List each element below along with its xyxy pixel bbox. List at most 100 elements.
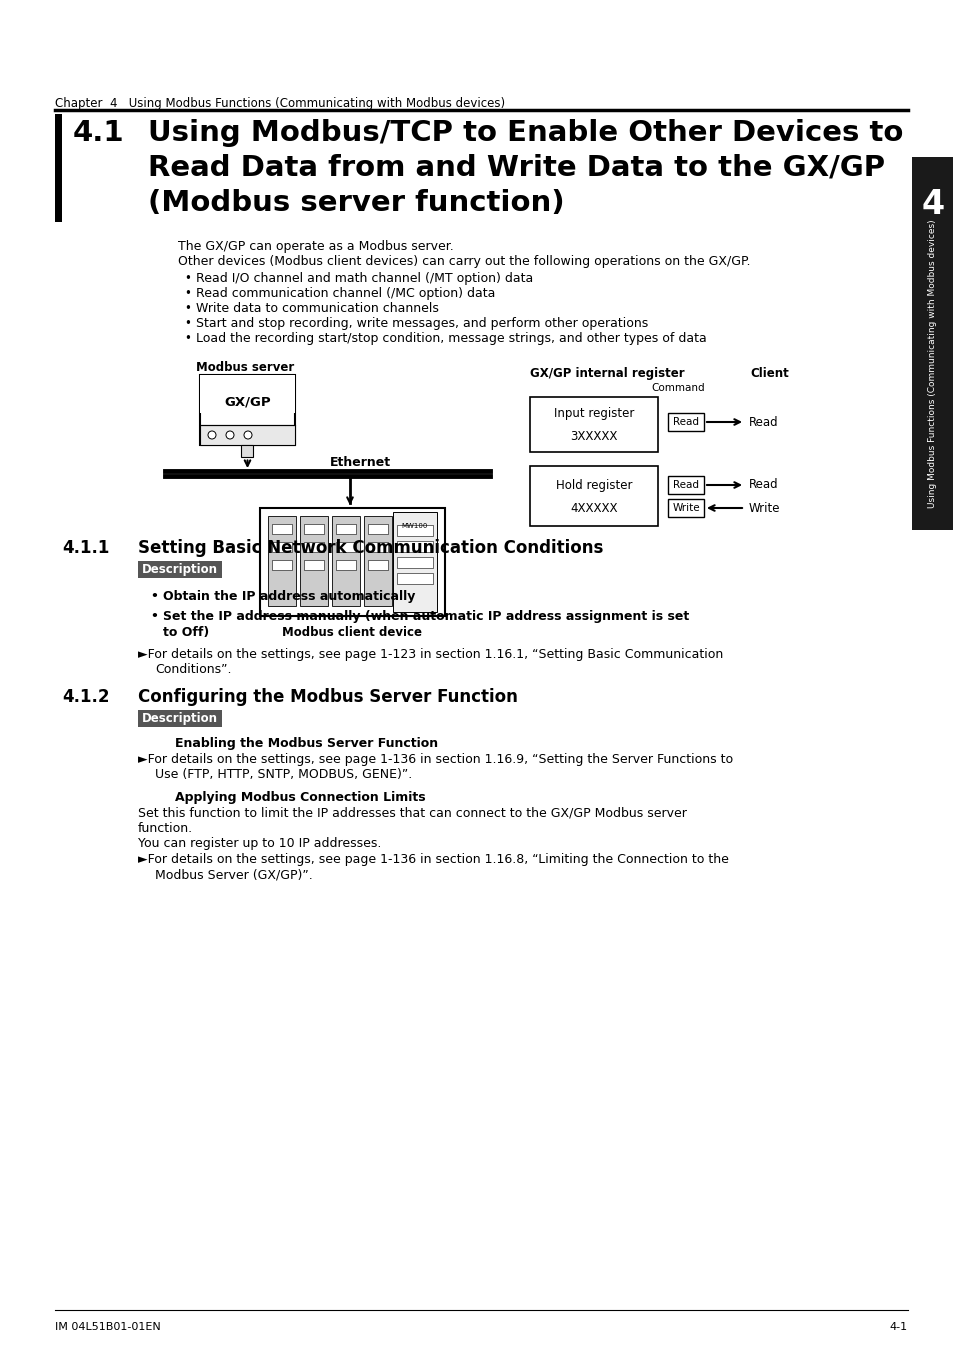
- Bar: [368, 541, 388, 552]
- Bar: [530, 466, 658, 526]
- Text: Set the IP address manually (when automatic IP address assignment is set: Set the IP address manually (when automa…: [163, 610, 688, 622]
- Text: ►For details on the settings, see page 1-123 in section 1.16.1, “Setting Basic C: ►For details on the settings, see page 1…: [138, 648, 722, 662]
- Text: Description: Description: [142, 563, 218, 576]
- Text: •: •: [184, 302, 191, 315]
- Bar: [667, 413, 703, 431]
- Bar: [55, 113, 62, 221]
- Bar: [138, 562, 222, 578]
- Text: Using Modbus/TCP to Enable Other Devices to: Using Modbus/TCP to Enable Other Devices…: [148, 119, 902, 147]
- Bar: [530, 397, 658, 452]
- Bar: [667, 477, 703, 494]
- Text: Hold register: Hold register: [556, 479, 632, 491]
- Bar: [667, 500, 703, 517]
- Text: ►For details on the settings, see page 1-136 in section 1.16.8, “Limiting the Co: ►For details on the settings, see page 1…: [138, 853, 728, 865]
- Text: Applying Modbus Connection Limits: Applying Modbus Connection Limits: [174, 791, 425, 805]
- Circle shape: [244, 431, 252, 439]
- Text: Modbus server: Modbus server: [195, 360, 294, 374]
- Text: 4.1.2: 4.1.2: [62, 688, 110, 706]
- Bar: [335, 524, 355, 535]
- Text: •: •: [184, 271, 191, 285]
- Text: Obtain the IP address automatically: Obtain the IP address automatically: [163, 590, 415, 603]
- Bar: [368, 524, 388, 535]
- Text: function.: function.: [138, 822, 193, 836]
- Circle shape: [208, 431, 215, 439]
- Text: Write: Write: [672, 504, 700, 513]
- Bar: [260, 508, 444, 616]
- Bar: [304, 541, 324, 552]
- Text: GX/GP internal register: GX/GP internal register: [530, 367, 684, 379]
- Text: 4.1.1: 4.1.1: [62, 539, 110, 558]
- Text: •: •: [184, 317, 191, 329]
- Bar: [304, 560, 324, 570]
- Text: 4-1: 4-1: [889, 1322, 907, 1332]
- Text: •: •: [150, 610, 157, 622]
- Text: Modbus Server (GX/GP)”.: Modbus Server (GX/GP)”.: [154, 868, 313, 882]
- Bar: [399, 524, 419, 535]
- Bar: [241, 446, 253, 458]
- Text: GX/GP: GX/GP: [224, 396, 271, 409]
- Text: Client: Client: [749, 367, 788, 379]
- Text: Command: Command: [651, 383, 704, 393]
- Text: Read communication channel (/MC option) data: Read communication channel (/MC option) …: [195, 288, 495, 300]
- Bar: [335, 560, 355, 570]
- Text: Ethernet: Ethernet: [329, 456, 390, 468]
- Text: 4: 4: [921, 189, 943, 221]
- Bar: [268, 516, 295, 606]
- Bar: [304, 524, 324, 535]
- Text: Input register: Input register: [554, 408, 634, 420]
- Text: Read: Read: [748, 416, 778, 428]
- Bar: [332, 516, 359, 606]
- Text: Modbus client device: Modbus client device: [282, 626, 422, 639]
- Bar: [200, 425, 294, 446]
- Text: Write data to communication channels: Write data to communication channels: [195, 302, 438, 315]
- Text: Read: Read: [672, 417, 699, 427]
- Text: Use (FTP, HTTP, SNTP, MODBUS, GENE)”.: Use (FTP, HTTP, SNTP, MODBUS, GENE)”.: [154, 768, 412, 782]
- Text: •: •: [150, 590, 157, 603]
- Text: •: •: [184, 288, 191, 300]
- Text: Enabling the Modbus Server Function: Enabling the Modbus Server Function: [174, 737, 437, 751]
- Bar: [396, 541, 433, 552]
- Text: ►For details on the settings, see page 1-136 in section 1.16.9, “Setting the Ser: ►For details on the settings, see page 1…: [138, 753, 732, 765]
- Bar: [335, 541, 355, 552]
- Text: •: •: [184, 332, 191, 346]
- Bar: [399, 560, 419, 570]
- Text: MW100: MW100: [401, 522, 428, 529]
- Text: Description: Description: [142, 711, 218, 725]
- Text: Start and stop recording, write messages, and perform other operations: Start and stop recording, write messages…: [195, 317, 648, 329]
- Text: Set this function to limit the IP addresses that can connect to the GX/GP Modbus: Set this function to limit the IP addres…: [138, 807, 686, 819]
- Bar: [200, 375, 294, 446]
- Bar: [272, 524, 292, 535]
- Bar: [393, 512, 436, 612]
- Bar: [272, 560, 292, 570]
- Text: IM 04L51B01-01EN: IM 04L51B01-01EN: [55, 1322, 161, 1332]
- Text: Read Data from and Write Data to the GX/GP: Read Data from and Write Data to the GX/…: [148, 154, 884, 182]
- Text: (Modbus server function): (Modbus server function): [148, 189, 564, 217]
- Text: 3XXXXX: 3XXXXX: [570, 431, 617, 444]
- Text: You can register up to 10 IP addresses.: You can register up to 10 IP addresses.: [138, 837, 381, 850]
- Text: Load the recording start/stop condition, message strings, and other types of dat: Load the recording start/stop condition,…: [195, 332, 706, 346]
- Text: Configuring the Modbus Server Function: Configuring the Modbus Server Function: [138, 688, 517, 706]
- Text: 4XXXXX: 4XXXXX: [570, 502, 618, 514]
- Text: Read I/O channel and math channel (/MT option) data: Read I/O channel and math channel (/MT o…: [195, 271, 533, 285]
- Bar: [368, 560, 388, 570]
- Bar: [396, 525, 433, 536]
- Text: Other devices (Modbus client devices) can carry out the following operations on : Other devices (Modbus client devices) ca…: [178, 255, 750, 269]
- Text: Write: Write: [748, 501, 780, 514]
- Text: Read: Read: [672, 481, 699, 490]
- Bar: [272, 541, 292, 552]
- Text: 4.1: 4.1: [73, 119, 125, 147]
- Text: Using Modbus Functions (Communicating with Modbus devices): Using Modbus Functions (Communicating wi…: [927, 219, 937, 508]
- Text: The GX/GP can operate as a Modbus server.: The GX/GP can operate as a Modbus server…: [178, 240, 454, 252]
- Bar: [138, 710, 222, 728]
- Text: Read: Read: [748, 478, 778, 491]
- Bar: [399, 541, 419, 552]
- Bar: [364, 516, 392, 606]
- Bar: [911, 157, 953, 531]
- Circle shape: [226, 431, 233, 439]
- Text: Chapter  4   Using Modbus Functions (Communicating with Modbus devices): Chapter 4 Using Modbus Functions (Commun…: [55, 97, 504, 109]
- Text: Conditions”.: Conditions”.: [154, 663, 232, 676]
- Bar: [299, 516, 328, 606]
- Bar: [200, 375, 294, 413]
- Text: Setting Basic Network Communication Conditions: Setting Basic Network Communication Cond…: [138, 539, 602, 558]
- Bar: [396, 558, 433, 568]
